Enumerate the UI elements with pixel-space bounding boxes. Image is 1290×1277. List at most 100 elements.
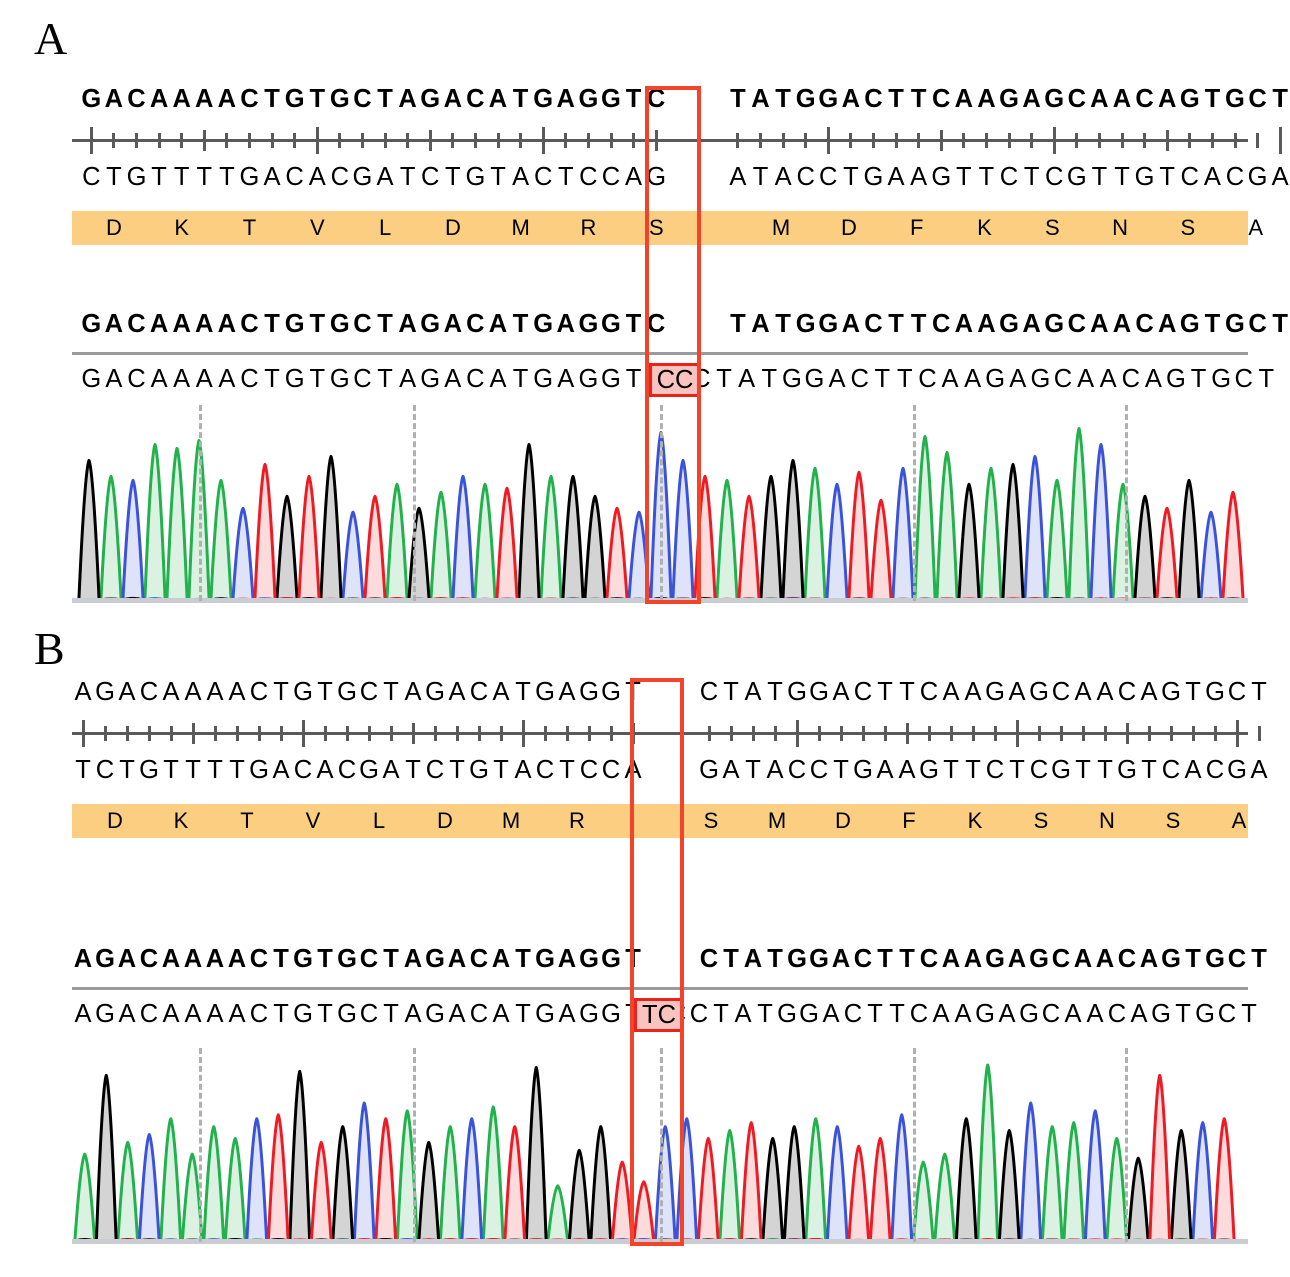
sequence-base: A (149, 310, 169, 338)
sequence-base: T (1185, 678, 1201, 706)
sequence-base: G (293, 678, 313, 706)
sequence-base: A (1074, 678, 1092, 706)
ruler-tick (1235, 720, 1239, 747)
sequence-base: T (317, 1000, 333, 1028)
ruler-tick (1278, 127, 1282, 154)
ruler-tick (962, 133, 966, 148)
sequence-base: A (263, 163, 281, 191)
sequence-base: C (932, 85, 951, 113)
sequence-base: A (217, 310, 237, 338)
sequence-base: C (1121, 365, 1140, 393)
sequence-base: T (273, 678, 289, 706)
sequence-base: T (151, 163, 167, 191)
sequence-base: A (1008, 678, 1026, 706)
ruler-tick (361, 133, 364, 148)
sequence-base: G (999, 310, 1019, 338)
sequence-base: A (73, 945, 93, 973)
sequence-base: A (404, 678, 422, 706)
sequence-base: T (978, 163, 995, 191)
sequence-base: G (804, 365, 825, 393)
sequence-base: A (195, 310, 214, 338)
sequence-base: A (738, 365, 756, 393)
ruler-tick (1059, 726, 1063, 741)
chromatogram-gridline (199, 405, 202, 601)
ruler-tick (839, 726, 843, 741)
ruler-tick (1052, 127, 1056, 154)
sequence-base: T (1190, 365, 1207, 393)
ruler-tick (1103, 726, 1107, 741)
ruler-tick (389, 726, 393, 741)
sequence-base: C (469, 1000, 489, 1028)
sequence-base: G (601, 1000, 621, 1028)
sequence-base: T (956, 163, 972, 191)
ruler-tick (654, 130, 658, 151)
sequence-base: G (420, 310, 441, 338)
sequence-base: T (445, 163, 461, 191)
sequence-base: T (399, 163, 416, 191)
sequence-base: A (1009, 365, 1027, 393)
sequence-base: T (309, 365, 326, 393)
sequence-base: G (601, 945, 621, 973)
sequence-base: T (767, 678, 783, 706)
sequence-base: A (172, 85, 191, 113)
ruler-tick (1081, 726, 1085, 741)
sequence-base: A (977, 310, 996, 338)
sequence-base: C (359, 678, 379, 706)
amino-acid-residue: S (703, 808, 719, 833)
chromatogram-gridline (413, 405, 417, 601)
sequence-base: A (1144, 365, 1162, 393)
sequence-base: T (383, 945, 399, 973)
sequence-base: A (828, 365, 846, 393)
sequence-base: G (919, 756, 939, 784)
sequence-base: G (425, 945, 445, 973)
panel-a-basecall-sequence: GACAAAACTGTGCTAGACATGAGGTCCCTATGGACTTCAA… (72, 362, 1274, 396)
ruler-tick (736, 133, 740, 148)
sequence-base: A (1203, 163, 1221, 191)
sequence-base: A (443, 310, 462, 338)
sequence-base: G (1227, 756, 1247, 784)
sequence-base: A (162, 678, 180, 706)
sequence-base: G (1211, 365, 1232, 393)
sequence-base: T (625, 85, 642, 113)
sequence-base: C (1051, 945, 1071, 973)
sequence-base: C (466, 365, 485, 393)
sequence-base: T (625, 310, 642, 338)
sequence-base: G (329, 85, 350, 113)
ruler-tick (817, 726, 821, 741)
sequence-base: G (1205, 678, 1225, 706)
sequence-base: A (398, 85, 417, 113)
sequence-base: A (74, 678, 92, 706)
sequence-base: C (353, 310, 372, 338)
sequence-base: G (425, 678, 445, 706)
sequence-base: C (249, 678, 269, 706)
ruler-tick (270, 133, 274, 148)
sequence-base: G (601, 310, 621, 338)
ruler-tick (587, 726, 591, 741)
sequence-base: A (729, 163, 747, 191)
chromatogram-gridline (1124, 1048, 1128, 1242)
sequence-base: C (1135, 85, 1154, 113)
panel-b-variant-bases: TC (642, 1001, 676, 1029)
sequence-base: T (723, 678, 739, 706)
ruler-tick (1191, 726, 1195, 741)
ruler-tick (257, 726, 261, 741)
ruler-tick (1037, 726, 1041, 741)
ruler-tick (1015, 720, 1019, 747)
sequence-base: A (205, 945, 225, 973)
sequence-base: T (119, 756, 135, 784)
panel-b-trace-header-sequence: A G A C A A A A C T G T G C T A G A C A T G A GG T C T A T GG A C T T C A A G… (72, 942, 1267, 976)
ruler-tick (564, 133, 568, 148)
amino-acid-residue: L (378, 215, 392, 240)
sequence-base: A (1096, 678, 1114, 706)
sequence-base: A (998, 1000, 1016, 1028)
sequence-base: A (977, 85, 996, 113)
sequence-base: C (293, 756, 313, 784)
sequence-base: T (713, 1000, 729, 1028)
sequence-base: G (809, 945, 829, 973)
sequence-base: C (535, 756, 555, 784)
ruler-tick (804, 133, 808, 148)
sequence-base: C (127, 85, 146, 113)
sequence-base: A (910, 163, 928, 191)
